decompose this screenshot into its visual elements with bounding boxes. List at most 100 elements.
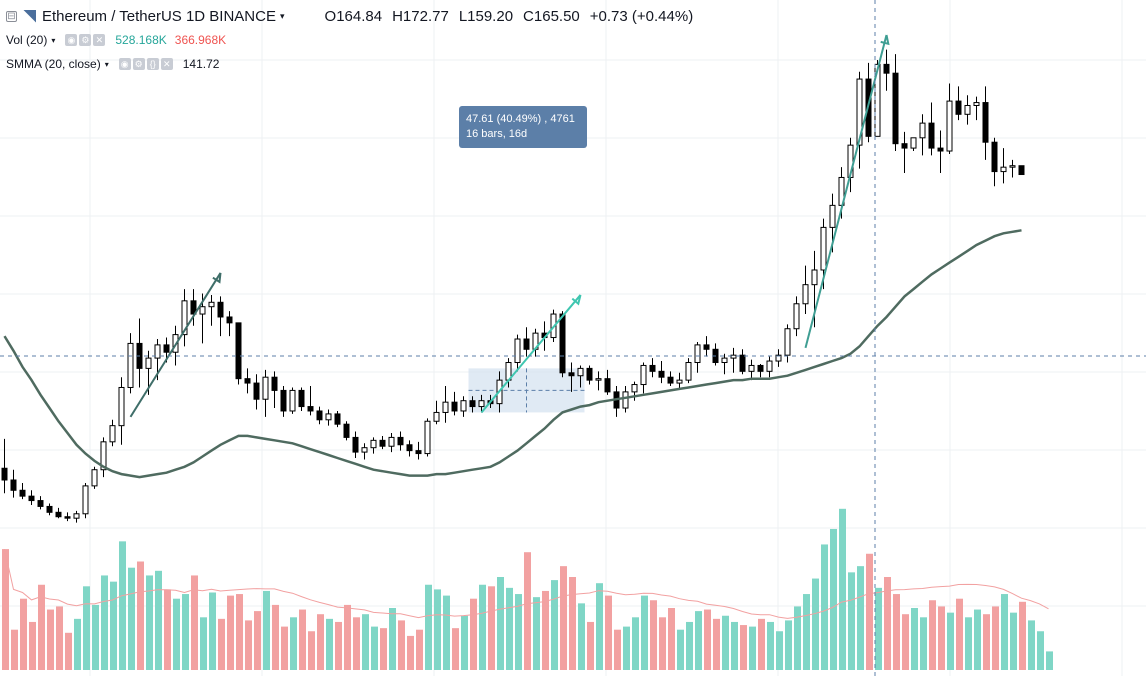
candle — [559, 311, 566, 378]
volume-bar — [884, 577, 891, 670]
candle — [649, 358, 656, 378]
open-value: O164.84 — [324, 7, 383, 25]
volume-bar — [470, 598, 477, 670]
candle-body — [784, 328, 791, 356]
candle — [595, 371, 602, 391]
candle — [694, 341, 701, 373]
eye-icon[interactable]: ◉ — [65, 34, 78, 46]
candle — [37, 496, 44, 510]
candle — [136, 318, 143, 388]
indicator-tools: ◉ ⚙ ✕ — [65, 34, 107, 46]
source-code-icon[interactable]: {} — [146, 58, 159, 70]
volume-bar — [614, 629, 621, 670]
candle-body — [64, 516, 71, 519]
close-value: C165.50 — [523, 7, 580, 25]
candle-body — [982, 102, 989, 143]
candle-body — [262, 376, 269, 400]
candle-body — [748, 364, 755, 372]
candle-body — [451, 401, 458, 412]
candle — [613, 386, 620, 417]
close-icon[interactable]: ✕ — [93, 34, 106, 46]
candle-body — [307, 406, 314, 412]
candle — [235, 322, 242, 385]
eye-icon[interactable]: ◉ — [118, 58, 131, 70]
volume-bar — [668, 608, 675, 670]
candle-body — [73, 513, 80, 519]
smma-indicator-name[interactable]: SMMA (20, close) — [6, 57, 101, 71]
candle-body — [604, 378, 611, 393]
candle-body — [937, 147, 944, 152]
gear-icon[interactable]: ⚙ — [79, 34, 92, 46]
candle — [856, 71, 863, 169]
volume-bar — [785, 620, 792, 670]
candle — [109, 419, 116, 447]
candle-body — [343, 423, 350, 438]
volume-bar — [236, 594, 243, 670]
close-icon[interactable]: ✕ — [160, 58, 173, 70]
candle — [388, 433, 395, 453]
gear-icon[interactable]: ⚙ — [132, 58, 145, 70]
candle-body — [181, 300, 188, 336]
volume-bar — [209, 592, 216, 670]
volume-bar — [38, 584, 45, 670]
candle — [28, 490, 35, 505]
candle — [316, 406, 323, 425]
chevron-down-icon[interactable]: ▾ — [279, 10, 285, 21]
candle — [325, 409, 332, 426]
candle-body — [973, 102, 980, 106]
candle — [100, 437, 107, 478]
candle-body — [622, 391, 629, 409]
volume-bar — [344, 604, 351, 670]
volume-indicator-name[interactable]: Vol (20) — [6, 33, 48, 47]
candle — [775, 349, 782, 367]
candle-body — [640, 364, 647, 386]
volume-bar — [290, 617, 297, 670]
volume-bar — [65, 632, 72, 670]
candle — [415, 441, 422, 460]
candle-body — [55, 511, 62, 518]
volume-bar — [578, 603, 585, 670]
volume-value: 528.168K — [115, 33, 167, 47]
candle-body — [37, 500, 44, 507]
candle-body — [523, 338, 530, 350]
candle-body — [163, 344, 170, 353]
candle — [10, 469, 17, 498]
candle-body — [793, 303, 800, 330]
candle-body — [379, 439, 386, 447]
arrow-head — [212, 272, 222, 284]
candle — [343, 421, 350, 441]
chevron-down-icon[interactable]: ▾ — [51, 35, 56, 45]
candle-body — [964, 104, 971, 115]
collapse-icon[interactable]: ⊟ — [6, 10, 17, 22]
candle-body — [82, 485, 89, 515]
volume-bar — [893, 594, 900, 670]
volume-bar — [218, 618, 225, 670]
candle-body — [145, 357, 152, 369]
candle-body — [829, 204, 836, 228]
volume-bar — [299, 609, 306, 670]
volume-bar — [371, 626, 378, 670]
volume-bar — [1019, 601, 1026, 670]
volume-bar — [830, 528, 837, 670]
chevron-down-icon[interactable]: ▾ — [104, 59, 109, 69]
candle — [406, 440, 413, 457]
candle — [460, 396, 467, 417]
candle — [793, 296, 800, 337]
candle-body — [883, 63, 890, 74]
candle-body — [631, 384, 638, 393]
symbol-title[interactable]: Ethereum / TetherUS 1D BINANCE — [42, 7, 276, 25]
candle — [181, 289, 188, 347]
volume-bar — [902, 614, 909, 670]
candle-body — [766, 360, 773, 372]
volume-bar — [623, 626, 630, 670]
volume-bar — [110, 581, 117, 670]
volume-bar — [506, 587, 513, 670]
volume-bar — [947, 612, 954, 670]
candle — [82, 482, 89, 519]
volume-bar — [551, 580, 558, 670]
candle — [982, 86, 989, 160]
candle — [532, 328, 539, 357]
